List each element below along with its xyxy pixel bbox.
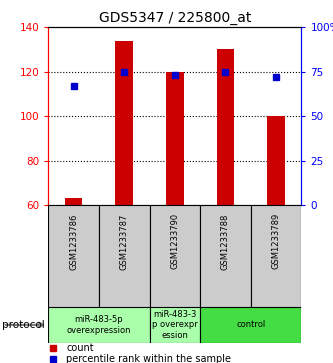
Bar (65, 199, 83, 205)
Bar (200, 307, 301, 343)
Text: GSM1233787: GSM1233787 (120, 213, 129, 270)
Text: percentile rank within the sample: percentile rank within the sample (66, 354, 231, 363)
Bar (99, 205, 150, 307)
Bar (251, 205, 301, 307)
Bar (115, 41, 133, 205)
Bar (150, 307, 200, 343)
Text: GSM1233786: GSM1233786 (69, 213, 78, 270)
Text: control: control (236, 321, 265, 329)
Text: GSM1233788: GSM1233788 (221, 213, 230, 270)
Bar (48, 307, 150, 343)
Bar (200, 205, 251, 307)
Bar (48, 205, 99, 307)
Bar (166, 72, 184, 205)
Text: miR-483-3
p overexpr
ession: miR-483-3 p overexpr ession (152, 310, 198, 340)
Text: protocol: protocol (2, 320, 44, 330)
Text: count: count (66, 343, 94, 353)
Text: miR-483-5p
overexpression: miR-483-5p overexpression (67, 315, 131, 335)
Title: GDS5347 / 225800_at: GDS5347 / 225800_at (99, 11, 251, 25)
Bar (216, 49, 234, 205)
Bar (267, 116, 285, 205)
Text: GSM1233789: GSM1233789 (271, 213, 281, 269)
Bar (150, 205, 200, 307)
Text: GSM1233790: GSM1233790 (170, 213, 179, 269)
